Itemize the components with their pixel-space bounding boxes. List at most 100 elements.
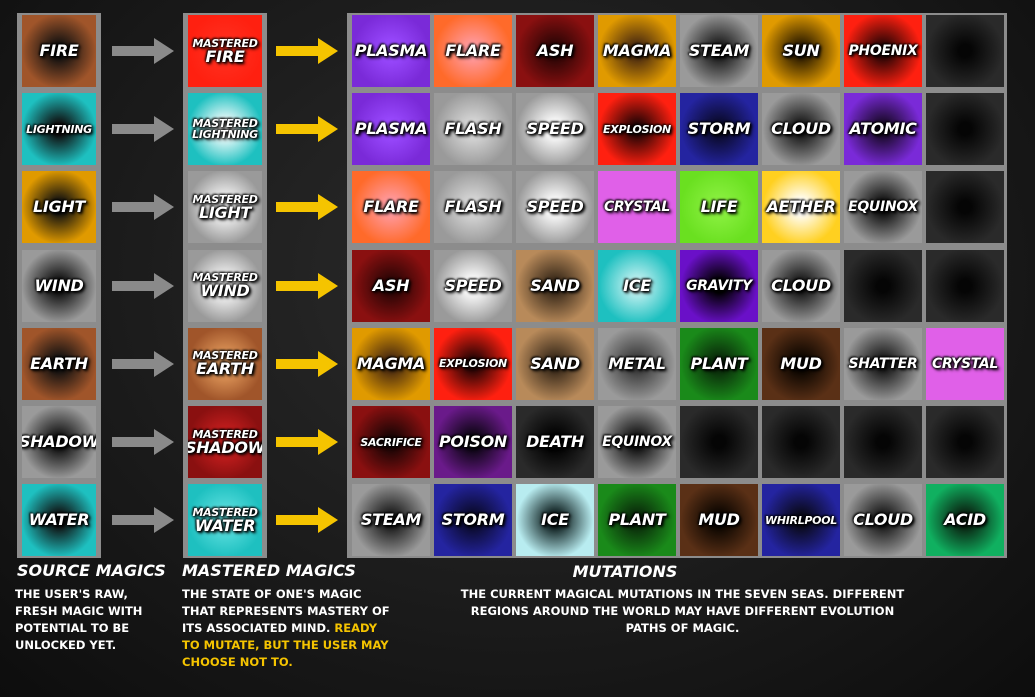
mutation-tile-empty	[926, 249, 1004, 322]
yellow-arrow-icon	[276, 429, 338, 455]
mastered-tile-prefix: MASTERED	[192, 349, 258, 363]
mutation-tile-label: AETHER	[766, 197, 836, 217]
mutation-tile-cloud: CLOUD	[762, 93, 840, 166]
source-magics-title: SOURCE MAGICS	[17, 561, 166, 580]
mutation-tile-label: FLASH	[444, 119, 502, 139]
mutation-tile-aether: AETHER	[762, 171, 840, 244]
mutation-tile-equinox: EQUINOX	[598, 406, 676, 478]
yellow-arrow-icon	[276, 507, 338, 534]
mutation-tile-label: EXPLOSION	[603, 122, 671, 136]
mutation-tile-poison: POISON	[434, 406, 512, 478]
mutation-tile-label: SPEED	[526, 119, 584, 139]
source-tile-label: WIND	[34, 275, 84, 295]
yellow-arrow-icon	[276, 194, 338, 221]
mutation-tile-mud: MUD	[680, 484, 758, 557]
gray-arrow-icon	[112, 429, 174, 455]
gray-arrow-icon	[112, 272, 174, 299]
mastered-magics-title: MASTERED MAGICS	[182, 561, 356, 580]
mutation-tile-label: SPEED	[444, 275, 502, 295]
mastered-magics-desc-highlight: READY TO MUTATE, BUT THE USER MAY CHOOSE…	[182, 621, 389, 669]
mutation-tile-empty	[926, 406, 1004, 478]
mutation-tile-label: SAND	[530, 275, 580, 295]
mastered-tile-prefix: MASTERED	[192, 36, 258, 50]
mutation-tile-ash: ASH	[516, 15, 594, 87]
mutation-tile-label: STEAM	[688, 41, 750, 60]
mutation-tile-label: WHIRLPOOL	[765, 513, 837, 527]
yellow-arrow-icon	[276, 272, 338, 299]
mutation-tile-empty	[926, 171, 1004, 244]
mutation-tile-flash: FLASH	[434, 171, 512, 244]
mastered-tile-element: SHADOW	[188, 437, 262, 457]
mutation-tile-label: MUD	[698, 510, 740, 530]
mastered-tile-lightning: MASTERED LIGHTNING	[188, 93, 262, 166]
mutation-tile-label: PHOENIX	[848, 43, 918, 59]
mastered-tile-prefix: MASTERED	[192, 192, 258, 206]
mastered-tile-shadow: MASTERED SHADOW	[188, 406, 262, 478]
mutation-tile-empty	[926, 15, 1004, 87]
mutation-tile-label: SPEED	[526, 197, 584, 217]
gray-arrow-icon	[112, 194, 174, 221]
mutation-tile-mud: MUD	[762, 327, 840, 400]
mastered-tile-prefix: MASTERED	[192, 271, 258, 285]
mastered-tile-element: LIGHT	[198, 202, 252, 222]
mutation-tile-cloud: CLOUD	[762, 249, 840, 322]
mutation-tile-steam: STEAM	[352, 484, 430, 557]
source-magics-description: THE USER'S RAW, FRESH MAGIC WITH POTENTI…	[15, 587, 143, 652]
mutation-tile-storm: STORM	[680, 93, 758, 166]
mutation-tile-empty	[844, 249, 922, 322]
mutation-tile-plasma: PLASMA	[352, 15, 430, 87]
mutation-tile-flash: FLASH	[434, 93, 512, 166]
source-tile-earth: EARTH	[22, 327, 96, 400]
mutation-tile-label: EQUINOX	[848, 199, 918, 216]
mastered-tile-earth: MASTERED EARTH	[188, 327, 262, 400]
mutation-tile-flare: FLARE	[352, 171, 430, 244]
source-tile-label: EARTH	[30, 353, 88, 373]
mutation-tile-label: EQUINOX	[602, 434, 672, 450]
source-tile-fire: FIRE	[22, 15, 96, 87]
mutation-tile-explosion: EXPLOSION	[434, 327, 512, 400]
gray-arrow-icon	[112, 507, 174, 534]
mutation-tile-label: STORM	[441, 510, 505, 530]
mutation-tile-label: METAL	[608, 353, 666, 373]
gray-arrow-icon	[112, 38, 174, 64]
mutation-tile-label: LIFE	[700, 197, 738, 217]
mutation-tile-plasma: PLASMA	[352, 93, 430, 166]
mutation-tile-cloud: CLOUD	[844, 484, 922, 557]
source-tile-shadow: SHADOW	[22, 406, 96, 478]
mutation-tile-label: POISON	[439, 432, 507, 451]
mutation-tile-label: CLOUD	[771, 275, 831, 295]
source-tile-label: SHADOW	[22, 432, 96, 451]
mutation-tile-empty	[762, 406, 840, 478]
mutations-description: THE CURRENT MAGICAL MUTATIONS IN THE SEV…	[460, 587, 905, 635]
mutation-tile-life: LIFE	[680, 171, 758, 244]
source-tile-label: FIRE	[39, 41, 79, 60]
mutation-tile-label: STEAM	[360, 510, 422, 530]
mutation-tile-explosion: EXPLOSION	[598, 93, 676, 166]
mutation-tile-label: CRYSTAL	[931, 355, 999, 372]
mutation-tile-label: ICE	[623, 275, 651, 295]
mutation-tile-steam: STEAM	[680, 15, 758, 87]
mastered-tile-element: WIND	[200, 281, 250, 301]
mutation-tile-magma: MAGMA	[352, 327, 430, 400]
mutation-tile-sand: SAND	[516, 327, 594, 400]
mastered-tile-element: FIRE	[205, 46, 245, 66]
mutation-tile-sacrifice: SACRIFICE	[352, 406, 430, 478]
mutation-tile-shatter: SHATTER	[844, 327, 922, 400]
mutation-tile-flare: FLARE	[434, 15, 512, 87]
mastered-magics-desc-text: THE STATE OF ONE'S MAGIC THAT REPRESENTS…	[182, 587, 390, 635]
mutation-tile-label: MAGMA	[602, 41, 672, 60]
mutation-tile-label: SAND	[530, 353, 580, 373]
mutation-tile-equinox: EQUINOX	[844, 171, 922, 244]
source-tile-lightning: LIGHTNING	[22, 93, 96, 166]
mutation-tile-label: ASH	[536, 41, 574, 60]
mutation-tile-label: DEATH	[526, 432, 584, 451]
mutation-tile-label: ACID	[944, 510, 986, 530]
mutation-tile-phoenix: PHOENIX	[844, 15, 922, 87]
source-tile-label: WATER	[28, 510, 90, 530]
mutation-tile-label: CLOUD	[771, 119, 831, 139]
mutation-tile-empty	[844, 406, 922, 478]
mutation-tile-label: SACRIFICE	[360, 435, 422, 449]
mutation-tile-label: SUN	[782, 41, 820, 60]
yellow-arrow-icon	[276, 116, 338, 143]
source-tile-water: WATER	[22, 484, 96, 557]
